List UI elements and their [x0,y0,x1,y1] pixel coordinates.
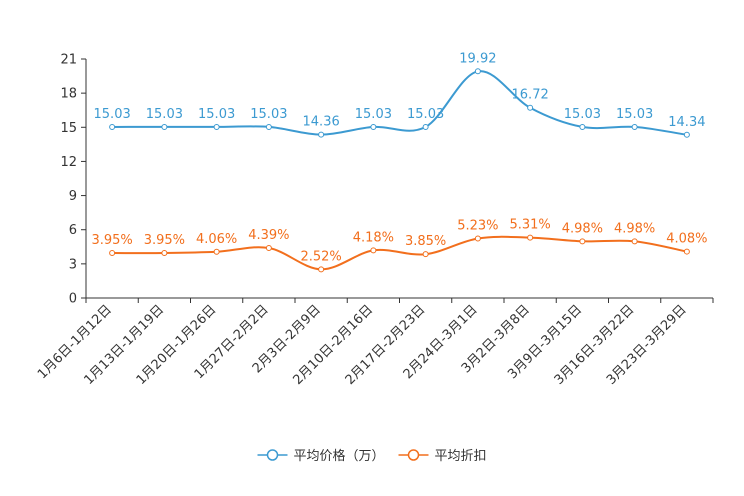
data-label: 5.23% [457,218,498,233]
y-tick-label: 15 [60,121,77,136]
data-label: 3.85% [405,234,446,249]
data-label: 15.03 [564,107,601,122]
y-tick-label: 6 [69,223,77,238]
data-point [265,123,272,130]
legend-label[interactable]: 平均价格（万） [294,448,385,464]
data-label: 15.03 [250,107,287,122]
data-point [474,235,481,242]
data-point [683,131,690,138]
data-point [109,250,116,257]
data-label: 2.52% [300,249,341,264]
y-tick-label: 12 [60,155,77,170]
y-tick-label: 9 [69,189,77,204]
data-label: 16.72 [512,88,549,103]
data-point [370,123,377,130]
data-point [161,250,168,257]
data-point [265,245,272,252]
data-point [422,251,429,258]
series-line-2 [112,235,688,271]
data-label: 4.06% [196,232,237,247]
data-label: 15.03 [94,107,131,122]
data-label: 15.03 [407,107,444,122]
data-label: 4.08% [666,232,707,247]
data-label: 4.98% [614,221,655,236]
data-point [683,248,690,255]
data-point [213,248,220,255]
data-label: 19.92 [459,51,496,66]
y-tick-label: 0 [69,292,77,307]
data-label: 14.34 [668,115,705,130]
data-label: 4.39% [248,228,289,243]
data-point [161,123,168,130]
data-point [370,247,377,254]
data-label: 15.03 [355,107,392,122]
data-point [579,123,586,130]
data-point [631,123,638,130]
data-point [527,234,534,241]
data-point [109,123,116,130]
legend-symbol-marker [266,449,279,461]
data-label: 4.98% [562,221,603,236]
data-label: 15.03 [198,107,235,122]
y-tick-label: 3 [69,257,77,272]
y-tick-label: 21 [60,53,77,68]
data-label: 5.31% [509,218,550,233]
data-label: 15.03 [146,107,183,122]
data-point [213,123,220,130]
data-label: 3.95% [91,233,132,248]
data-label: 4.18% [353,230,394,245]
data-point [631,238,638,245]
data-label: 14.36 [303,115,340,130]
data-point [474,68,481,75]
data-label: 15.03 [616,107,653,122]
data-point [318,266,325,273]
y-tick-label: 18 [60,87,77,102]
data-point [579,238,586,245]
series-line-1 [112,70,688,136]
data-point [422,123,429,130]
legend-label[interactable]: 平均折扣 [435,449,487,464]
legend-symbol-marker [407,449,420,461]
data-label: 3.95% [144,233,185,248]
data-point [527,104,534,111]
data-point [318,131,325,138]
